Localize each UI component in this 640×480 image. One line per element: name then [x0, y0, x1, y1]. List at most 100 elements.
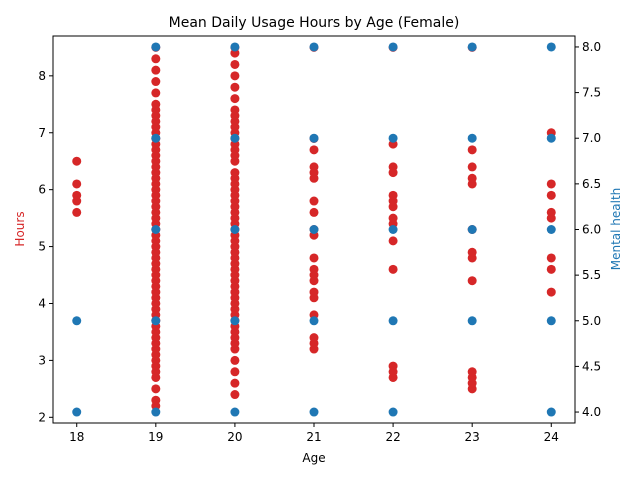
y-right-tick-label: 5.5	[582, 268, 601, 282]
mental-health-point	[230, 407, 240, 417]
hours-point	[467, 145, 477, 155]
chart-title: Mean Daily Usage Hours by Age (Female)	[169, 15, 460, 31]
mental-health-point	[151, 225, 161, 234]
y-axis-right: 4.0 4.5 5.0 5.5 6.0 6.5 7.0 7.5 8.0	[575, 40, 601, 419]
hours-point	[72, 207, 82, 217]
y-right-tick-label: 5.0	[582, 314, 601, 328]
hours-point	[151, 395, 161, 405]
mental-health-point	[309, 407, 319, 417]
mental-health-point	[230, 316, 240, 326]
hours-point	[230, 82, 240, 92]
mental-health-point	[230, 133, 240, 143]
mental-health-point	[309, 133, 319, 143]
mental-health-point	[467, 225, 477, 234]
hours-point	[230, 367, 240, 377]
y-left-tick-label: 2	[38, 410, 46, 424]
hours-point	[230, 59, 240, 69]
hours-point	[388, 162, 398, 172]
mental-health-point	[546, 42, 556, 52]
x-tick-label: 23	[465, 430, 480, 444]
hours-point	[72, 156, 82, 166]
points-layer	[72, 42, 556, 417]
y-left-tick-label: 8	[38, 69, 46, 83]
hours-point	[467, 276, 477, 286]
mental-health-point	[309, 316, 319, 326]
hours-point	[309, 145, 319, 155]
hours-point	[72, 190, 82, 200]
hours-point	[546, 253, 556, 263]
hours-point	[388, 264, 398, 274]
mental-health-point	[546, 225, 556, 234]
hours-point	[546, 207, 556, 217]
hours-point	[546, 190, 556, 200]
mental-health-point	[151, 407, 161, 417]
hours-point	[151, 54, 161, 64]
mental-health-point	[309, 225, 319, 234]
mental-health-point	[467, 316, 477, 326]
y-left-tick-label: 7	[38, 126, 46, 140]
hours-point	[309, 207, 319, 217]
hours-point	[309, 162, 319, 172]
y-right-tick-label: 6.0	[582, 223, 601, 237]
hours-point	[72, 179, 82, 189]
hours-point	[230, 390, 240, 400]
x-tick-label: 24	[544, 430, 559, 444]
hours-point	[388, 236, 398, 246]
x-tick-label: 22	[385, 430, 400, 444]
mental-health-point	[151, 316, 161, 326]
hours-point	[467, 247, 477, 257]
hours-point	[230, 168, 240, 178]
hours-point	[230, 105, 240, 115]
hours-point	[388, 190, 398, 200]
mental-health-point	[546, 407, 556, 417]
hours-point	[230, 378, 240, 388]
mental-health-point	[546, 316, 556, 326]
hours-point	[230, 94, 240, 104]
hours-point	[151, 65, 161, 75]
y-right-tick-label: 6.5	[582, 177, 601, 191]
y-right-tick-label: 4.5	[582, 359, 601, 373]
mental-health-point	[388, 407, 398, 417]
mental-health-point	[230, 42, 240, 52]
x-axis-label: Age	[302, 451, 325, 465]
x-tick-label: 19	[148, 430, 163, 444]
mental-health-point	[309, 42, 319, 52]
hours-point	[546, 287, 556, 297]
x-tick-label: 21	[306, 430, 321, 444]
hours-point	[546, 264, 556, 274]
hours-point	[151, 384, 161, 394]
mental-health-point	[546, 133, 556, 143]
hours-point	[151, 77, 161, 87]
hours-point	[309, 196, 319, 206]
hours-point	[467, 162, 477, 172]
hours-point	[151, 88, 161, 98]
y-right-tick-label: 4.0	[582, 405, 601, 419]
hours-point	[309, 253, 319, 263]
mental-health-point	[467, 42, 477, 52]
hours-point	[309, 264, 319, 274]
hours-point	[230, 71, 240, 81]
mental-health-point	[151, 133, 161, 143]
y-left-tick-label: 6	[38, 183, 46, 197]
hours-point	[151, 99, 161, 109]
hours-point	[388, 213, 398, 223]
mental-health-point	[151, 42, 161, 52]
y-axis-left-label: Hours	[13, 211, 27, 246]
mental-health-point	[388, 133, 398, 143]
y-axis-left: 2 3 4 5 6 7 8	[38, 69, 53, 424]
x-tick-label: 20	[227, 430, 242, 444]
hours-point	[309, 287, 319, 297]
mental-health-point	[72, 316, 82, 326]
hours-point	[546, 179, 556, 189]
hours-point	[388, 361, 398, 371]
y-left-tick-label: 3	[38, 353, 46, 367]
y-left-tick-label: 5	[38, 240, 46, 254]
mental-health-point	[388, 316, 398, 326]
x-tick-label: 18	[69, 430, 84, 444]
mental-health-point	[230, 225, 240, 234]
hours-point	[467, 173, 477, 183]
y-right-tick-label: 7.5	[582, 86, 601, 100]
mental-health-point	[72, 407, 82, 417]
x-axis: 18 19 20 21 22 23 24	[69, 423, 559, 444]
